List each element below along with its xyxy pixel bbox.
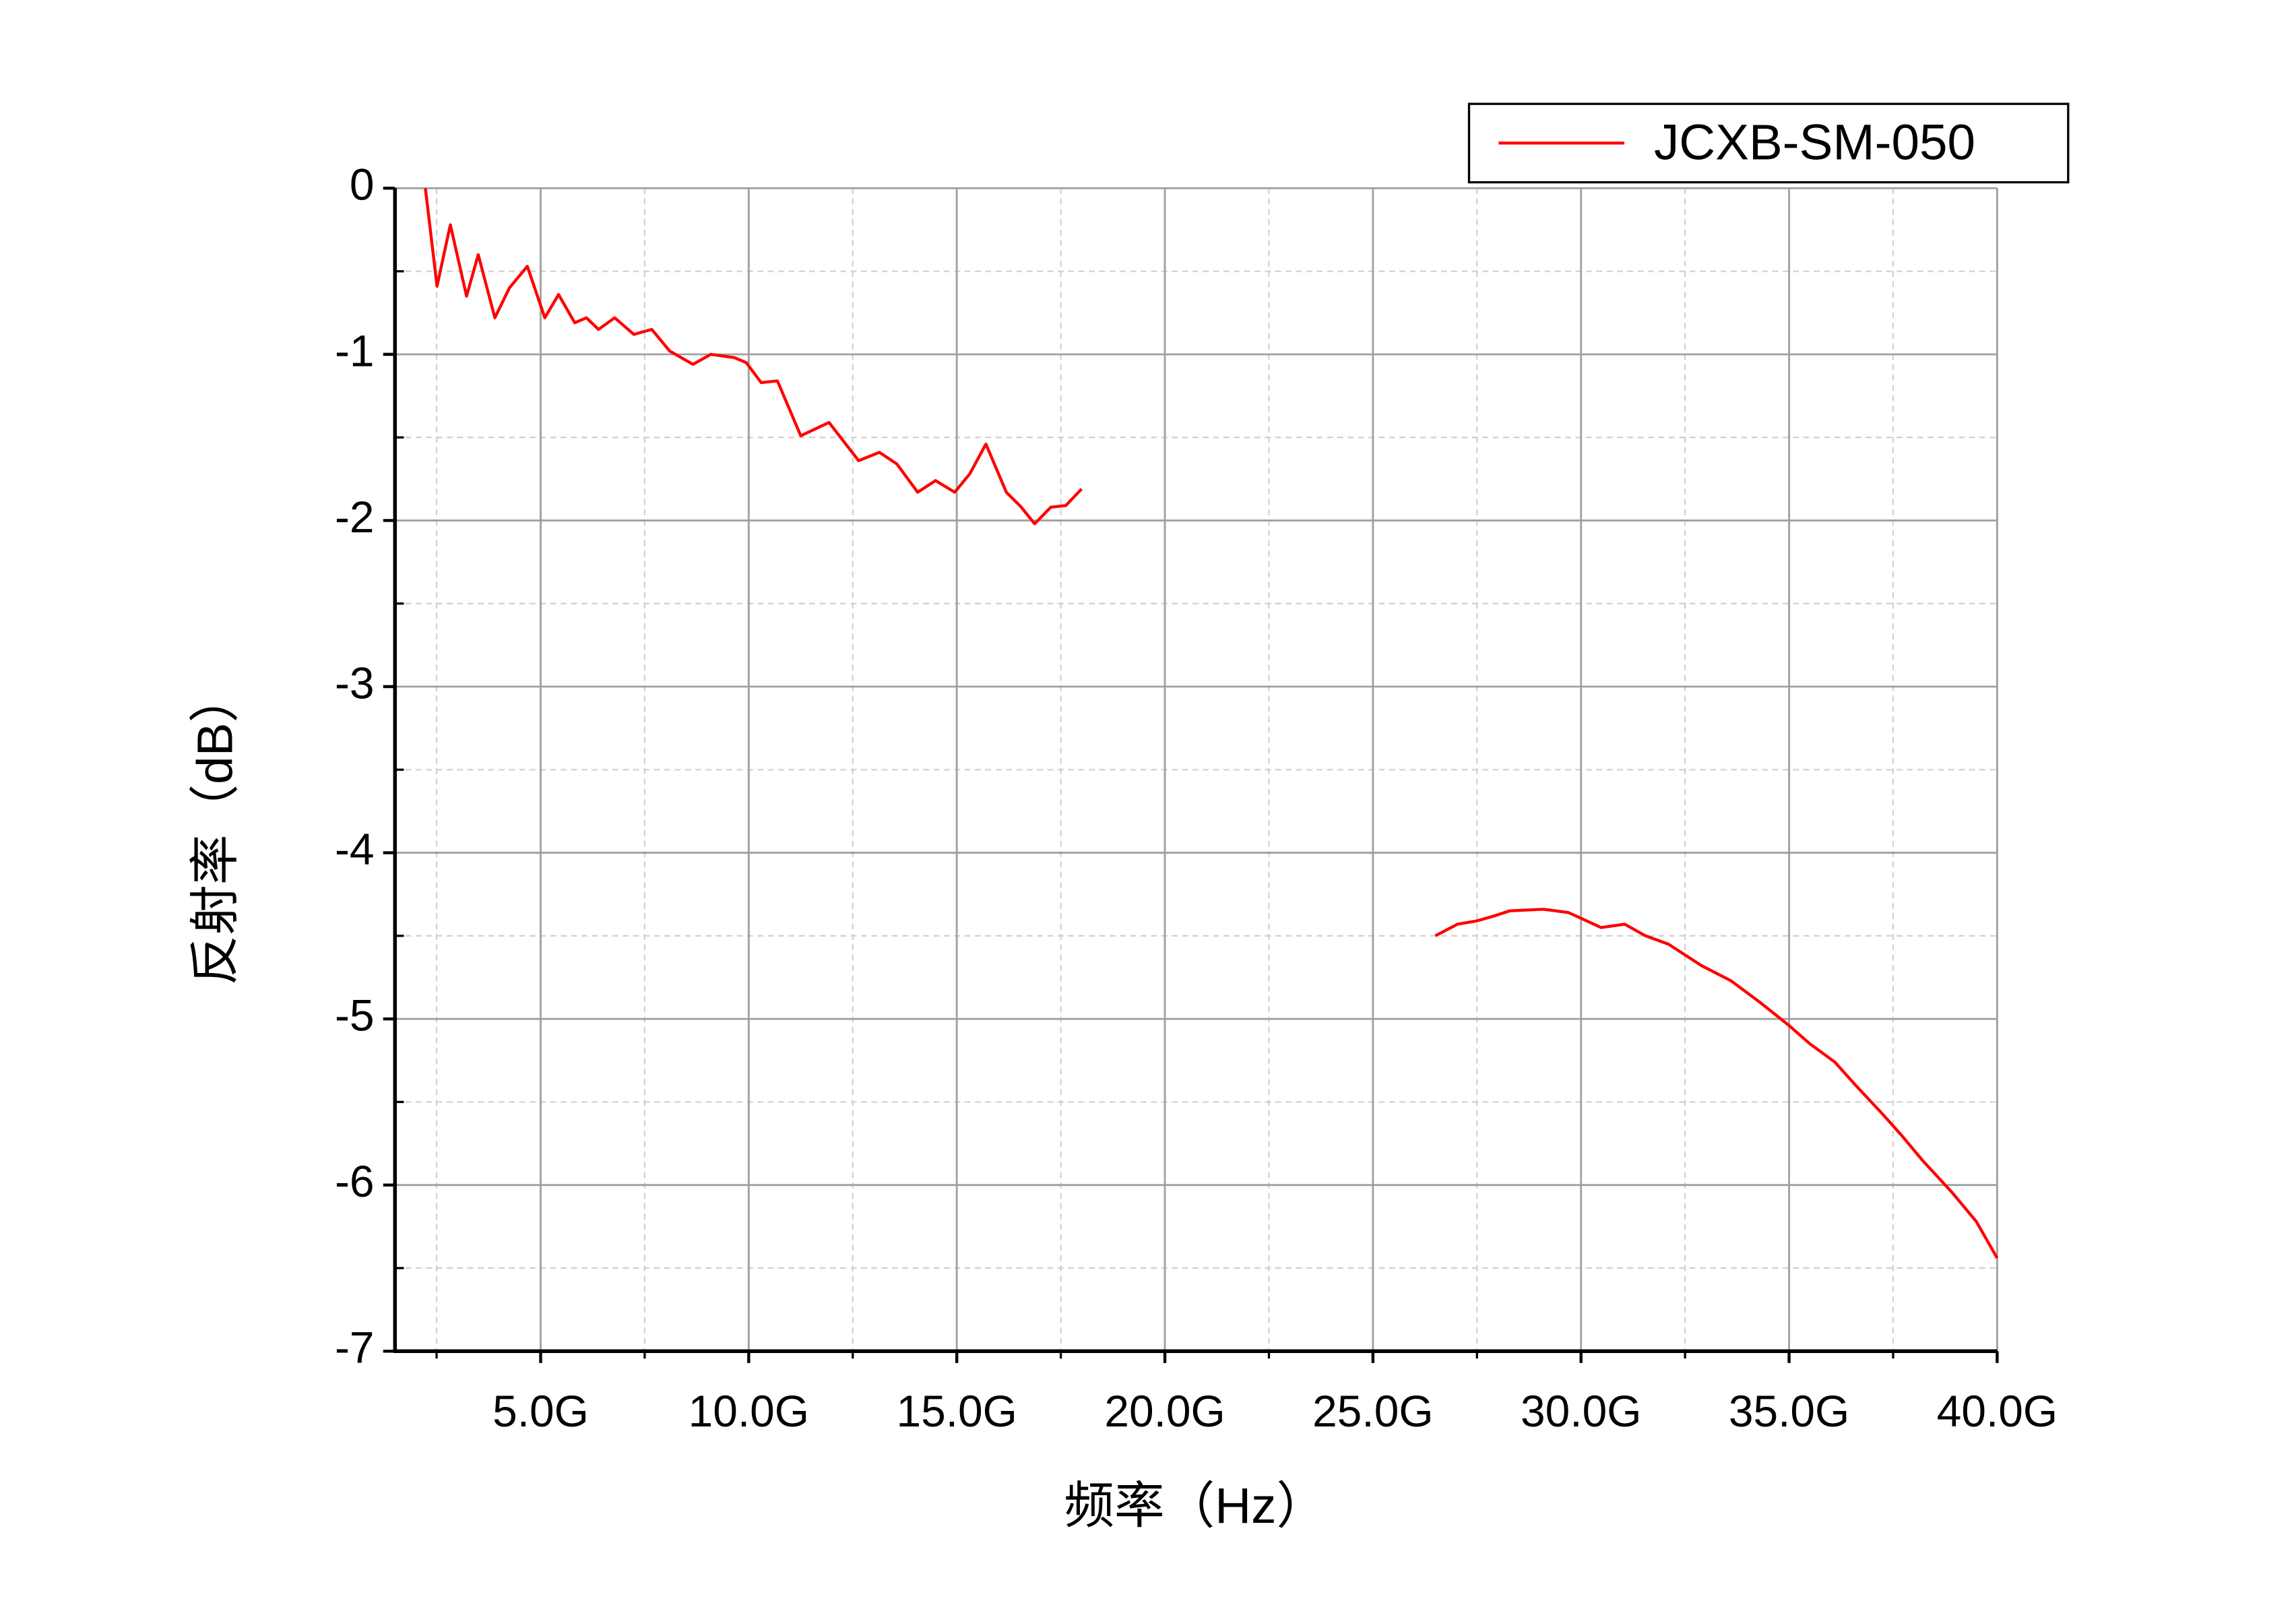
x-tick-label: 15.0G (896, 1386, 1017, 1436)
y-tick-label: -2 (335, 492, 375, 542)
y-tick-label: -7 (335, 1323, 375, 1373)
x-tick-label: 20.0G (1104, 1386, 1225, 1436)
y-tick-label: -4 (335, 824, 375, 874)
legend-box (1467, 102, 2070, 184)
y-tick-label: -6 (335, 1156, 375, 1206)
x-tick-label: 10.0G (689, 1386, 809, 1436)
legend-label: JCXB-SM-050 (1654, 113, 1975, 170)
y-tick-label: 0 (350, 160, 375, 210)
y-tick-label: -5 (335, 991, 375, 1040)
data-line (424, 188, 1999, 1259)
y-axis-label: 反射率（dB） (187, 672, 243, 985)
x-tick-label: 25.0G (1312, 1386, 1433, 1436)
x-tick-label: 5.0G (492, 1386, 589, 1436)
y-tick-label: -1 (335, 325, 375, 375)
x-tick-label: 30.0G (1521, 1386, 1641, 1436)
y-tick-label: -3 (335, 658, 375, 708)
x-tick-label: 40.0G (1937, 1386, 2058, 1436)
x-tick-label: 35.0G (1729, 1386, 1849, 1436)
x-axis-label: 频率（Hz） (1064, 1477, 1327, 1534)
